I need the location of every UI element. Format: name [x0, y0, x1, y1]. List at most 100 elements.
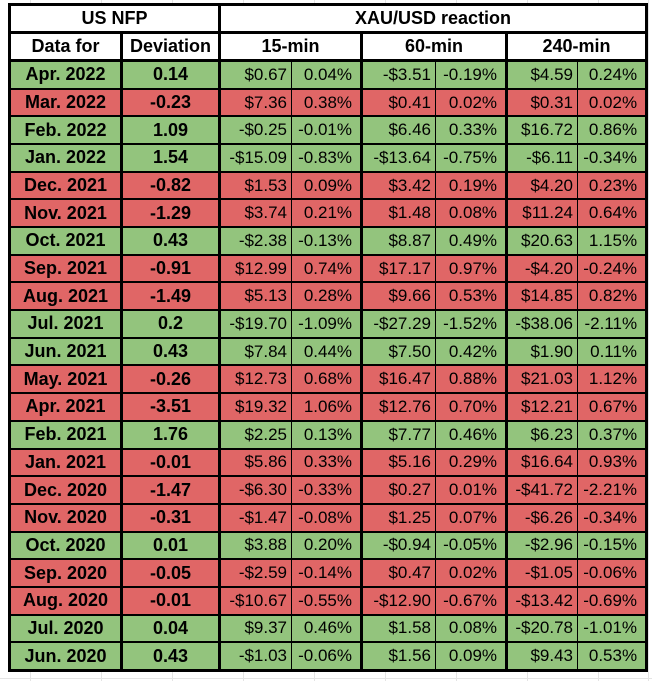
cell-240min-usd[interactable]: $16.72 — [505, 115, 579, 146]
cell-60min-pct[interactable]: 0.19% — [435, 170, 508, 201]
cell-deviation[interactable]: -1.47 — [119, 475, 221, 505]
cell-15min-usd[interactable]: -$0.25 — [218, 115, 293, 146]
cell-deviation[interactable]: 0.43 — [119, 226, 221, 256]
cell-240min-pct[interactable]: 1.15% — [577, 226, 648, 256]
cell-data-for[interactable]: Aug. 2020 — [9, 585, 122, 616]
cell-deviation[interactable]: 1.54 — [119, 143, 221, 173]
cell-60min-usd[interactable]: $3.42 — [360, 170, 437, 201]
cell-data-for[interactable]: Feb. 2021 — [9, 419, 122, 450]
cell-240min-usd[interactable]: -$2.96 — [505, 530, 579, 561]
cell-60min-usd[interactable]: $1.58 — [360, 613, 437, 644]
cell-15min-pct[interactable]: 0.21% — [291, 198, 363, 229]
cell-deviation[interactable]: 0.01 — [119, 530, 221, 561]
cell-240min-usd[interactable]: $0.31 — [505, 87, 579, 118]
cell-240min-usd[interactable]: -$20.78 — [505, 613, 579, 644]
cell-15min-usd[interactable]: $3.88 — [218, 530, 293, 561]
cell-15min-usd[interactable]: -$10.67 — [218, 585, 293, 616]
cell-15min-pct[interactable]: -0.33% — [291, 475, 363, 505]
cell-data-for[interactable]: Jul. 2021 — [9, 309, 122, 339]
cell-60min-usd[interactable]: -$27.29 — [360, 309, 437, 339]
cell-15min-usd[interactable]: -$1.03 — [218, 641, 293, 672]
cell-15min-usd[interactable]: $1.53 — [218, 170, 293, 201]
cell-240min-pct[interactable]: -1.01% — [577, 613, 648, 644]
cell-15min-pct[interactable]: -0.08% — [291, 502, 363, 533]
cell-60min-pct[interactable]: 0.29% — [435, 447, 508, 478]
cell-15min-usd[interactable]: -$15.09 — [218, 143, 293, 173]
cell-deviation[interactable]: -0.23 — [119, 87, 221, 118]
cell-240min-pct[interactable]: 0.86% — [577, 115, 648, 146]
cell-60min-usd[interactable]: $16.47 — [360, 364, 437, 395]
cell-15min-pct[interactable]: -0.83% — [291, 143, 363, 173]
cell-240min-usd[interactable]: $11.24 — [505, 198, 579, 229]
cell-deviation[interactable]: 0.04 — [119, 613, 221, 644]
cell-60min-pct[interactable]: 0.02% — [435, 558, 508, 588]
cell-deviation[interactable]: 0.14 — [119, 59, 221, 90]
cell-data-for[interactable]: Jun. 2020 — [9, 641, 122, 672]
cell-15min-pct[interactable]: -0.14% — [291, 558, 363, 588]
cell-15min-pct[interactable]: 0.13% — [291, 419, 363, 450]
cell-60min-usd[interactable]: $12.76 — [360, 392, 437, 422]
cell-60min-pct[interactable]: 0.53% — [435, 281, 508, 312]
cell-data-for[interactable]: Nov. 2021 — [9, 198, 122, 229]
cell-240min-usd[interactable]: $14.85 — [505, 281, 579, 312]
cell-60min-pct[interactable]: 0.01% — [435, 475, 508, 505]
cell-15min-usd[interactable]: -$6.30 — [218, 475, 293, 505]
cell-15min-usd[interactable]: -$2.59 — [218, 558, 293, 588]
cell-15min-usd[interactable]: $7.36 — [218, 87, 293, 118]
cell-240min-usd[interactable]: -$4.20 — [505, 253, 579, 284]
cell-15min-pct[interactable]: -1.09% — [291, 309, 363, 339]
cell-15min-usd[interactable]: $2.25 — [218, 419, 293, 450]
cell-60min-usd[interactable]: $5.16 — [360, 447, 437, 478]
cell-240min-usd[interactable]: $6.23 — [505, 419, 579, 450]
cell-15min-pct[interactable]: -0.55% — [291, 585, 363, 616]
cell-data-for[interactable]: Jan. 2021 — [9, 447, 122, 478]
header-data-for[interactable]: Data for — [9, 31, 122, 62]
cell-data-for[interactable]: Jan. 2022 — [9, 143, 122, 173]
cell-240min-pct[interactable]: 0.53% — [577, 641, 648, 672]
cell-240min-usd[interactable]: -$38.06 — [505, 309, 579, 339]
cell-60min-usd[interactable]: $1.25 — [360, 502, 437, 533]
cell-60min-pct[interactable]: 0.70% — [435, 392, 508, 422]
cell-240min-pct[interactable]: -0.69% — [577, 585, 648, 616]
cell-data-for[interactable]: Sep. 2020 — [9, 558, 122, 588]
cell-60min-pct[interactable]: -0.67% — [435, 585, 508, 616]
cell-deviation[interactable]: 1.09 — [119, 115, 221, 146]
cell-60min-usd[interactable]: $7.77 — [360, 419, 437, 450]
cell-240min-pct[interactable]: -0.34% — [577, 502, 648, 533]
header-240min[interactable]: 240-min — [505, 31, 648, 62]
cell-240min-usd[interactable]: -$6.11 — [505, 143, 579, 173]
cell-240min-pct[interactable]: 0.82% — [577, 281, 648, 312]
cell-60min-usd[interactable]: $1.56 — [360, 641, 437, 672]
cell-15min-usd[interactable]: $5.86 — [218, 447, 293, 478]
cell-240min-pct[interactable]: 0.37% — [577, 419, 648, 450]
cell-data-for[interactable]: Aug. 2021 — [9, 281, 122, 312]
cell-60min-pct[interactable]: 0.08% — [435, 613, 508, 644]
header-deviation[interactable]: Deviation — [119, 31, 221, 62]
cell-240min-pct[interactable]: 0.23% — [577, 170, 648, 201]
cell-deviation[interactable]: -0.01 — [119, 447, 221, 478]
cell-deviation[interactable]: -0.01 — [119, 585, 221, 616]
cell-60min-pct[interactable]: -0.05% — [435, 530, 508, 561]
cell-60min-usd[interactable]: $0.41 — [360, 87, 437, 118]
cell-60min-usd[interactable]: $17.17 — [360, 253, 437, 284]
cell-deviation[interactable]: -3.51 — [119, 392, 221, 422]
cell-deviation[interactable]: -1.29 — [119, 198, 221, 229]
cell-15min-usd[interactable]: $3.74 — [218, 198, 293, 229]
cell-15min-usd[interactable]: $7.84 — [218, 336, 293, 367]
cell-data-for[interactable]: Mar. 2022 — [9, 87, 122, 118]
cell-240min-usd[interactable]: $9.43 — [505, 641, 579, 672]
cell-15min-pct[interactable]: 0.28% — [291, 281, 363, 312]
cell-15min-pct[interactable]: -0.01% — [291, 115, 363, 146]
cell-240min-usd[interactable]: -$41.72 — [505, 475, 579, 505]
cell-240min-usd[interactable]: -$1.05 — [505, 558, 579, 588]
cell-240min-pct[interactable]: 0.67% — [577, 392, 648, 422]
cell-60min-pct[interactable]: -1.52% — [435, 309, 508, 339]
cell-240min-pct[interactable]: -0.34% — [577, 143, 648, 173]
header-15min[interactable]: 15-min — [218, 31, 363, 62]
cell-deviation[interactable]: -0.26 — [119, 364, 221, 395]
cell-240min-pct[interactable]: 0.11% — [577, 336, 648, 367]
cell-15min-usd[interactable]: $0.67 — [218, 59, 293, 90]
cell-data-for[interactable]: Jun. 2021 — [9, 336, 122, 367]
cell-data-for[interactable]: May. 2021 — [9, 364, 122, 395]
cell-60min-pct[interactable]: 0.33% — [435, 115, 508, 146]
